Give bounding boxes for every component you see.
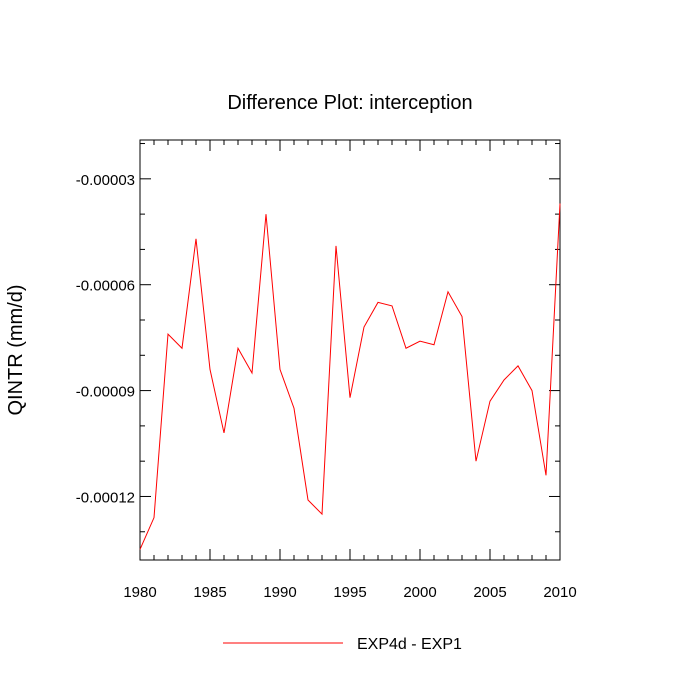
legend: EXP4d - EXP1 bbox=[223, 636, 462, 653]
y-tick-label: -0.00012 bbox=[76, 489, 135, 506]
y-tick-labels: -0.00003 -0.00006 -0.00009 -0.00012 bbox=[76, 172, 135, 507]
x-tick-label: 1995 bbox=[333, 584, 366, 601]
x-tick-label: 2005 bbox=[473, 584, 506, 601]
plot-frame bbox=[139, 139, 561, 561]
x-tick-label: 2000 bbox=[403, 584, 436, 601]
x-tick-labels: 1980 1985 1990 1995 2000 2005 2010 bbox=[123, 584, 576, 601]
y-axis-label: QINTR (mm/d) bbox=[5, 284, 27, 415]
y-tick-label: -0.00009 bbox=[76, 384, 135, 401]
x-tick-label: 1985 bbox=[193, 584, 226, 601]
chart-title: Difference Plot: interception bbox=[227, 92, 472, 114]
series-line-exp4d-exp1 bbox=[139, 203, 561, 550]
y-tick-label: -0.00006 bbox=[76, 278, 135, 295]
x-tick-label: 1980 bbox=[123, 584, 156, 601]
axis-ticks bbox=[139, 140, 561, 560]
x-tick-label: 2010 bbox=[543, 584, 576, 601]
x-tick-label: 1990 bbox=[263, 584, 296, 601]
series-points bbox=[139, 203, 561, 550]
legend-label: EXP4d - EXP1 bbox=[357, 636, 462, 653]
y-tick-label: -0.00003 bbox=[76, 172, 135, 189]
